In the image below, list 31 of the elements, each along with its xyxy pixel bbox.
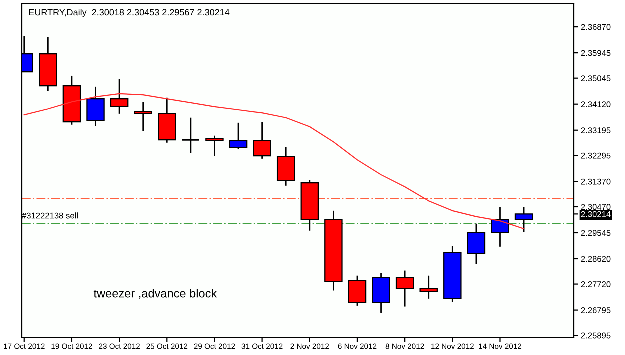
y-tick-label: 2.26795: [581, 308, 611, 314]
candlestick: [420, 275, 438, 300]
candlestick: [348, 275, 367, 307]
candlestick: [110, 78, 129, 115]
y-tick-label: 2.29545: [581, 230, 611, 236]
candlestick: [396, 270, 414, 308]
candlestick: [134, 101, 152, 132]
y-tick-label: 2.33195: [581, 128, 611, 134]
y-tick-label: 2.30214: [581, 211, 611, 218]
candlestick: [229, 122, 248, 150]
ref-line-label: #31222138 sell: [22, 212, 78, 219]
candlestick: [467, 223, 486, 265]
candlestick: [182, 117, 200, 154]
candlestick: [491, 206, 510, 248]
annotation: tweezer ,advance block: [94, 289, 218, 300]
y-tick-label: 2.27720: [581, 282, 611, 288]
y-tick-label: 2.28620: [581, 256, 611, 262]
y-tick-label: 2.36870: [581, 24, 611, 30]
candlestick: [206, 135, 224, 157]
y-tick-label: 2.31370: [581, 178, 611, 185]
candlestick: [514, 206, 534, 234]
y-tick-label: 2.35945: [581, 50, 611, 56]
candlestick: [86, 86, 105, 127]
text: EURTRY,Daily 2.30018 2.30453 2.29567 2.30214: [29, 9, 230, 18]
candlestick: [253, 121, 272, 160]
candlestick: [276, 146, 296, 187]
y-tick-label: 2.35045: [581, 76, 611, 82]
y-tick-label: 2.34120: [581, 102, 611, 108]
y-tick-label: 2.30470: [581, 204, 611, 210]
y-tick-label: 2.25895: [581, 332, 611, 339]
y-tick-label: 2.32295: [581, 152, 611, 159]
